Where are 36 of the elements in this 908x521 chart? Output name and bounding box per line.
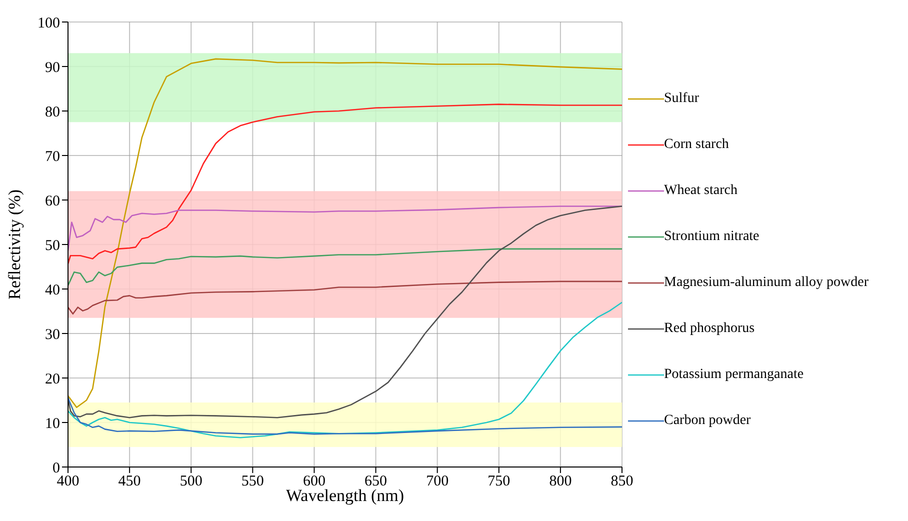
y-tick-label: 30 — [45, 326, 60, 343]
y-tick-label: 50 — [45, 238, 60, 254]
x-tick-label: 500 — [180, 474, 202, 490]
legend-label: Wheat starch — [664, 182, 738, 198]
x-tick-label: 450 — [118, 474, 141, 490]
y-tick-label: 90 — [45, 60, 60, 76]
line-series — [68, 58, 622, 408]
line-series — [68, 104, 622, 264]
x-tick-label: 400 — [56, 474, 80, 490]
y-tick-label: 10 — [45, 416, 60, 432]
y-tick-label: 80 — [45, 104, 60, 120]
y-tick-label: 40 — [45, 282, 60, 298]
x-tick-label: 750 — [488, 474, 510, 490]
legend-label: Strontium nitrate — [664, 228, 760, 244]
y-tick-label: 20 — [45, 371, 60, 388]
line-series — [68, 248, 622, 286]
line-series — [68, 302, 622, 438]
x-tick-label: 850 — [610, 474, 634, 490]
x-tick-label: 550 — [241, 474, 264, 490]
x-tick-label: 800 — [549, 474, 572, 490]
line-series — [68, 206, 622, 418]
legend-label: Corn starch — [664, 136, 729, 152]
legend-label: Sulfur — [664, 90, 699, 106]
line-series — [68, 396, 622, 435]
line-series — [68, 206, 622, 252]
y-tick-label: 60 — [45, 193, 60, 210]
legend-label: Magnesium-aluminum alloy powder — [664, 274, 869, 290]
y-tick-label: 70 — [45, 148, 60, 165]
legend-label: Red phosphorus — [664, 320, 755, 336]
y-tick-label: 0 — [52, 460, 60, 476]
y-tick-label: 100 — [38, 15, 60, 32]
x-tick-label: 700 — [426, 474, 449, 490]
legend-label: Potassium permanganate — [664, 366, 804, 382]
line-series — [68, 280, 622, 315]
legend-label: Carbon powder — [664, 412, 751, 428]
y-axis-title: Reflectivity (%) — [5, 190, 24, 300]
